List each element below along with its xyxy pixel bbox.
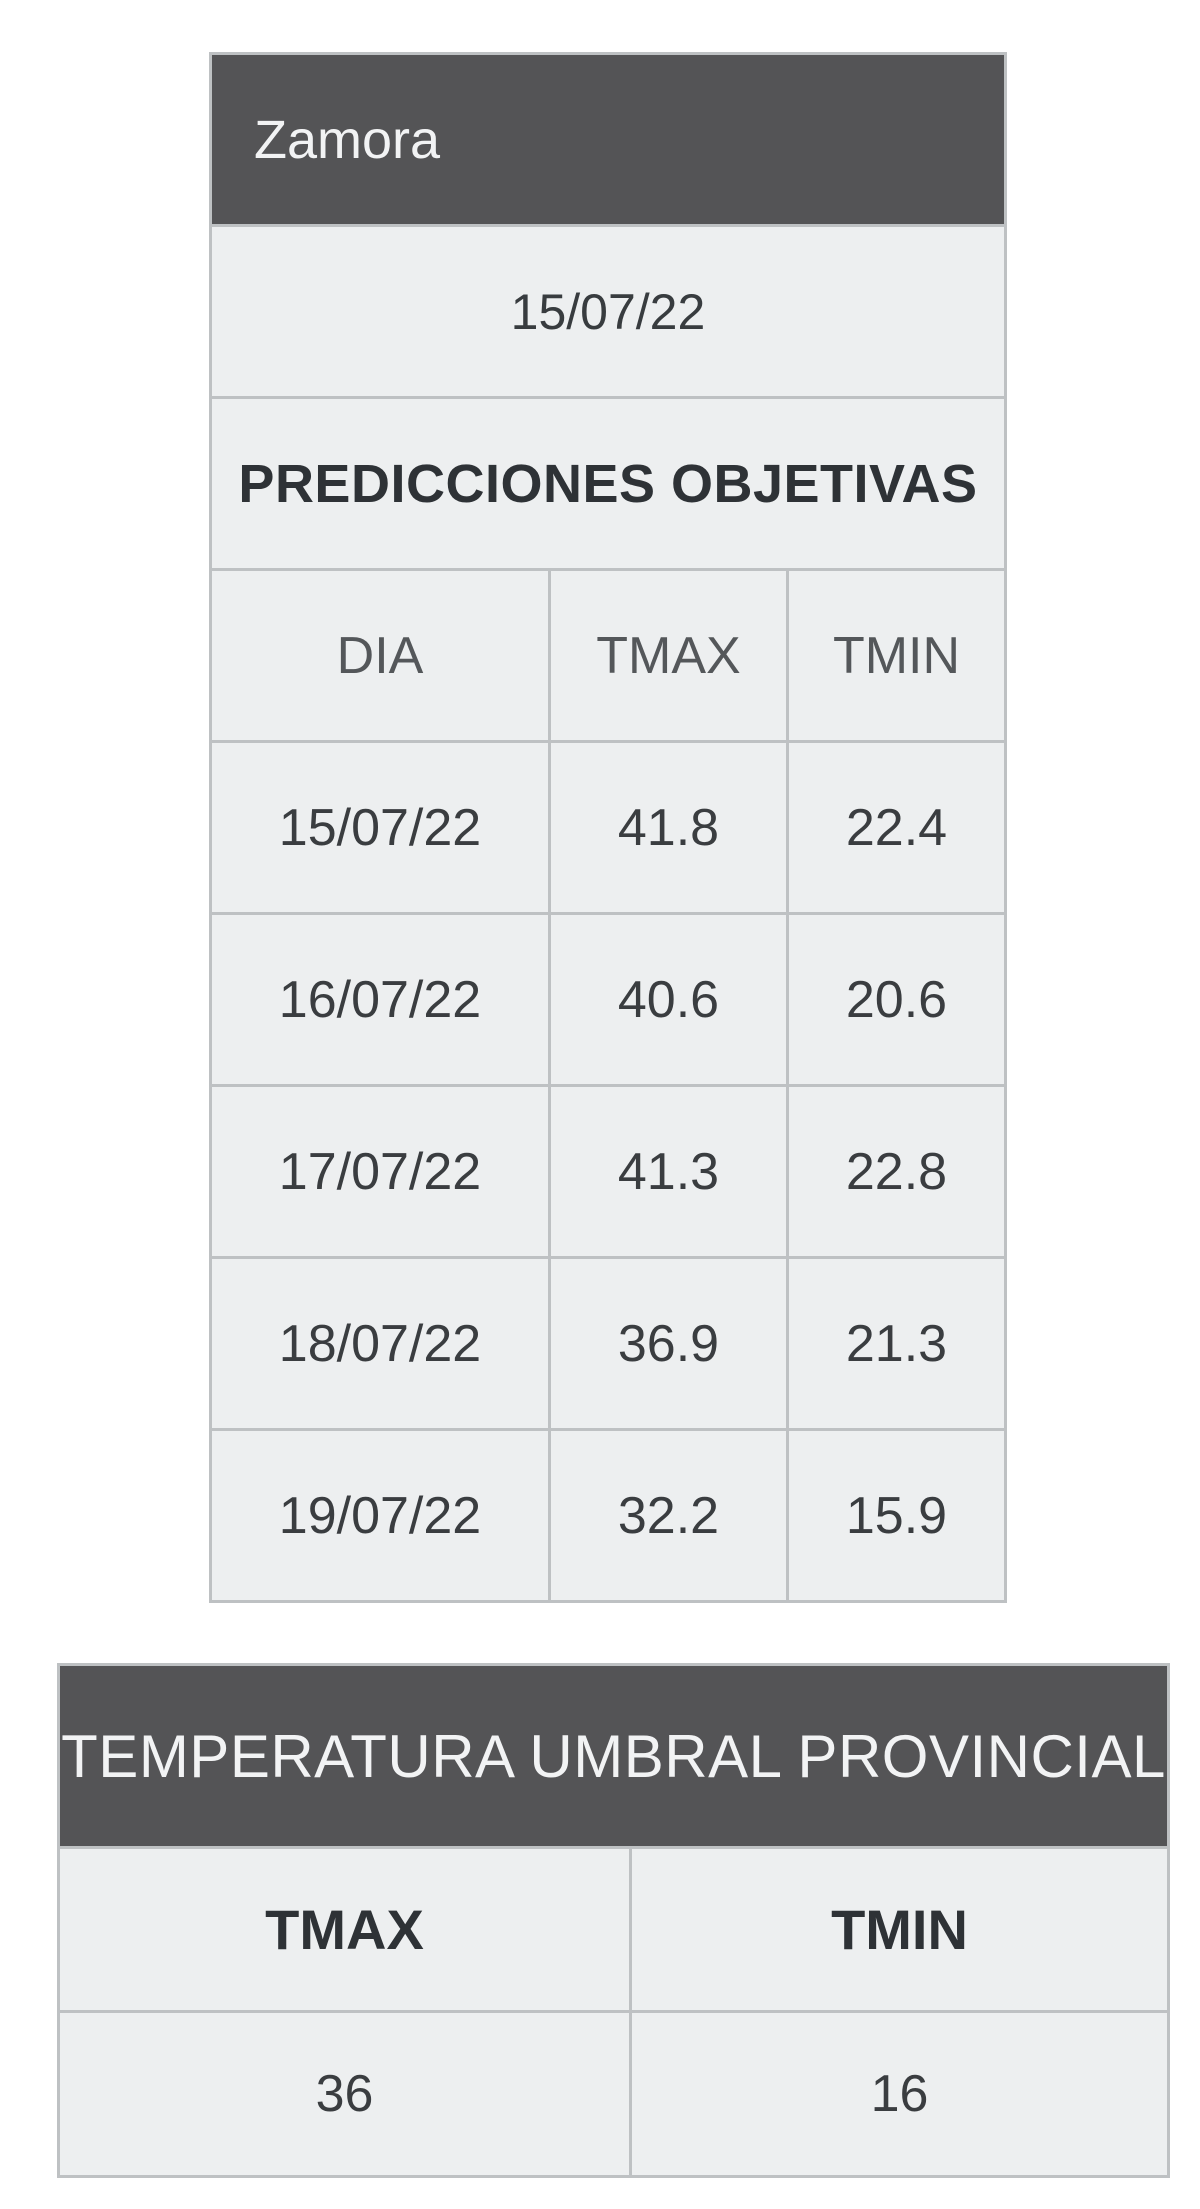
dia-value: 18/07/22 (209, 1256, 551, 1431)
threshold-tmin-value: 16 (628, 2010, 1171, 2178)
station-title-row: Zamora (209, 52, 1007, 227)
tmax-value: 41.8 (548, 740, 789, 915)
column-header-tmin: TMIN (786, 568, 1007, 743)
column-header-row: DIA TMAX TMIN (209, 568, 1007, 743)
forecast-date-row: 15/07/22 (209, 224, 1007, 399)
table-row: 19/07/22 32.2 15.9 (209, 1428, 1007, 1603)
tmin-value: 22.4 (786, 740, 1007, 915)
threshold-column-tmax: TMAX (57, 1846, 632, 2013)
tmin-value: 21.3 (786, 1256, 1007, 1431)
forecast-date: 15/07/22 (209, 224, 1007, 399)
table-row: 18/07/22 36.9 21.3 (209, 1256, 1007, 1431)
table-row: 15/07/22 41.8 22.4 (209, 740, 1007, 915)
tmax-value: 36.9 (548, 1256, 789, 1431)
threshold-tmax-value: 36 (57, 2010, 632, 2178)
table-row: 17/07/22 41.3 22.8 (209, 1084, 1007, 1259)
tmin-value: 20.6 (786, 912, 1007, 1087)
dia-value: 16/07/22 (209, 912, 551, 1087)
tmax-value: 32.2 (548, 1428, 789, 1603)
dia-value: 19/07/22 (209, 1428, 551, 1603)
tmax-value: 41.3 (548, 1084, 789, 1259)
threshold-title-row: TEMPERATURA UMBRAL PROVINCIAL (56, 1663, 1171, 1849)
dia-value: 15/07/22 (209, 740, 551, 915)
table-row: 36 16 (57, 2010, 1171, 2178)
threshold-column-tmin: TMIN (628, 1846, 1171, 2013)
column-header-tmax: TMAX (548, 568, 789, 743)
column-header-dia: DIA (209, 568, 551, 743)
threshold-header-row: TMAX TMIN (57, 1846, 1171, 2013)
section-title: PREDICCIONES OBJETIVAS (209, 396, 1007, 571)
station-forecast-table: Zamora 15/07/22 PREDICCIONES OBJETIVAS D… (209, 52, 1007, 1603)
threshold-table: TEMPERATURA UMBRAL PROVINCIAL TMAX TMIN … (56, 1663, 1171, 2178)
section-title-row: PREDICCIONES OBJETIVAS (209, 396, 1007, 571)
threshold-title: TEMPERATURA UMBRAL PROVINCIAL (56, 1663, 1171, 1849)
table-row: 16/07/22 40.6 20.6 (209, 912, 1007, 1087)
tmin-value: 22.8 (786, 1084, 1007, 1259)
tmax-value: 40.6 (548, 912, 789, 1087)
dia-value: 17/07/22 (209, 1084, 551, 1259)
tmin-value: 15.9 (786, 1428, 1007, 1603)
station-title: Zamora (209, 52, 1007, 227)
